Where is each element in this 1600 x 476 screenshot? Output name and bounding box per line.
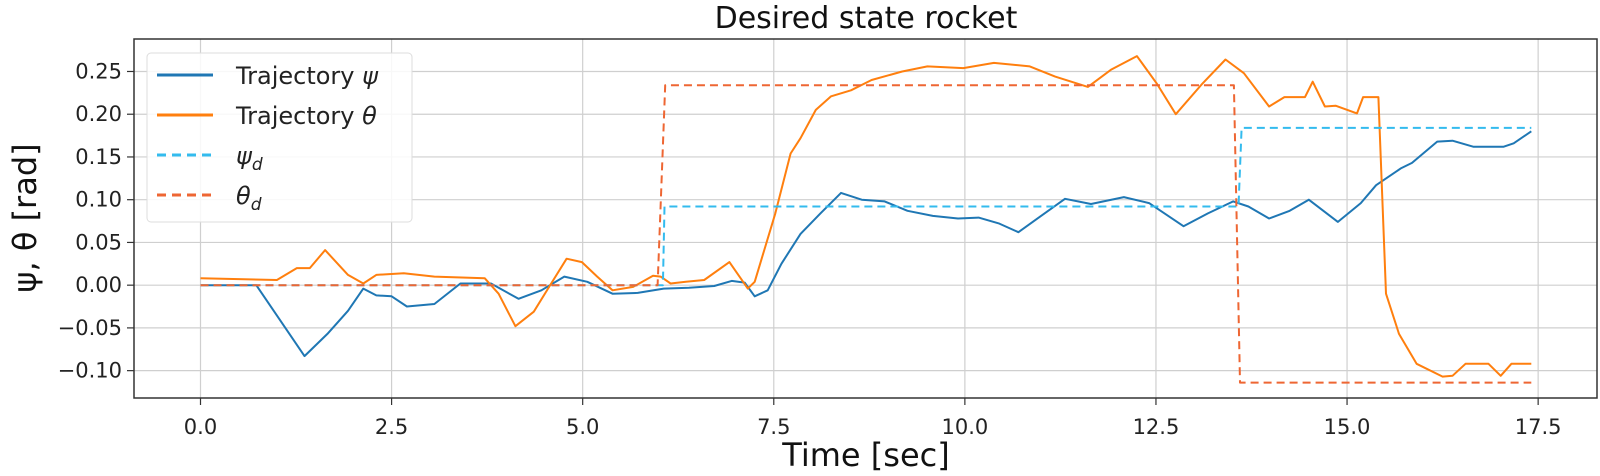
y-tick-label: 0.20: [75, 102, 122, 126]
y-tick-label: 0.25: [75, 59, 122, 83]
legend-label-symbol: θ: [236, 182, 251, 210]
legend-label-symbol: ψ: [236, 142, 253, 170]
x-tick-label: 17.5: [1515, 415, 1562, 439]
legend-label-0: Trajectory ψ: [235, 62, 379, 90]
y-tick-label: 0.15: [75, 145, 122, 169]
y-axis-label: ψ, θ [rad]: [6, 143, 44, 292]
ticks: 0.0 2.5 5.0 7.5 10.0 12.5 15.0 17.5 −0.10 −0.05 0.…: [58, 59, 1562, 439]
x-tick-label: 10.0: [941, 415, 988, 439]
series-line-2: [200, 126, 1532, 287]
series-line-1: [200, 55, 1532, 378]
legend-label-1: Trajectory θ: [235, 102, 377, 130]
legend-label-symbol: ψ: [362, 62, 379, 90]
legend-label-subscript: d: [251, 195, 262, 215]
series-line-0: [200, 130, 1532, 358]
legend-label-symbol: θ: [362, 102, 377, 130]
legend-label-main: Trajectory: [235, 102, 362, 130]
y-tick-label: −0.05: [58, 316, 122, 340]
x-tick-label: 15.0: [1324, 415, 1371, 439]
x-axis-label: Time [sec]: [781, 436, 949, 474]
chart-title: Desired state rocket: [715, 1, 1018, 36]
series-line-3: [200, 84, 1532, 384]
y-tick-label: 0.00: [75, 273, 122, 297]
y-tick-label: 0.05: [75, 230, 122, 254]
x-tick-label: 7.5: [757, 415, 790, 439]
series-group: [200, 55, 1532, 384]
x-tick-label: 5.0: [566, 415, 599, 439]
legend-label-2: ψd: [236, 142, 263, 175]
x-tick-label: 12.5: [1133, 415, 1180, 439]
plot-frame: [133, 38, 1598, 399]
legend-label-3: θd: [236, 182, 262, 215]
x-tick-label: 0.0: [184, 415, 217, 439]
legend-box: [146, 52, 413, 223]
y-tick-label: −0.10: [58, 359, 122, 383]
legend-label-main: Trajectory: [235, 62, 362, 90]
x-tick-label: 2.5: [375, 415, 408, 439]
y-tick-label: 0.10: [75, 188, 122, 212]
legend-label-subscript: d: [252, 155, 263, 175]
